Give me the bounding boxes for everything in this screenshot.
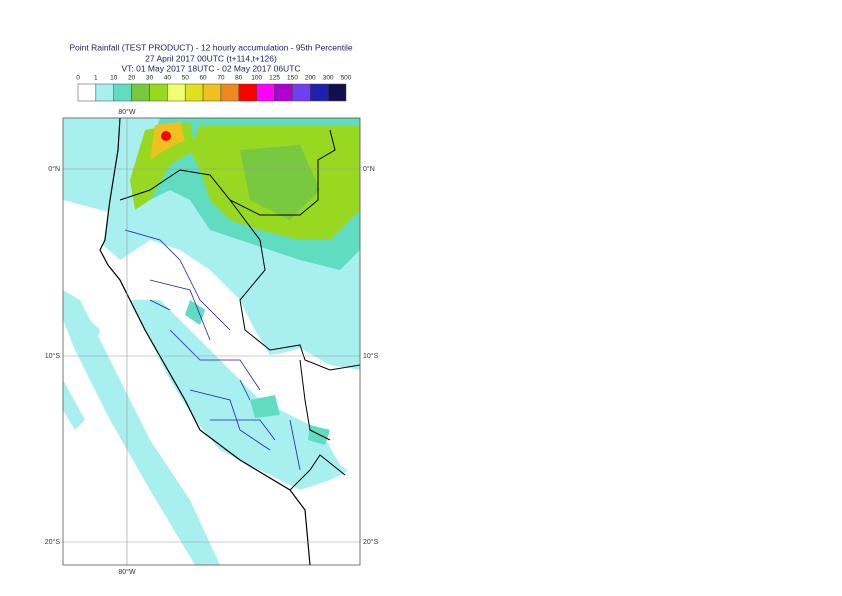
colorbar-box [274, 83, 293, 102]
colorbar-label: 80 [235, 75, 243, 82]
department-border [124, 229, 301, 471]
colorbar-box [256, 83, 275, 102]
rain-area [63, 310, 100, 430]
colorbar-label: 200 [305, 75, 316, 82]
colorbar-box [327, 83, 347, 102]
colorbar-label: 20 [128, 75, 136, 82]
colorbar-box [238, 83, 257, 102]
colorbar-box [292, 83, 311, 102]
colorbar-box [184, 83, 204, 102]
rain-area [63, 290, 220, 565]
colorbar-label: 30 [146, 75, 154, 82]
colorbar-label: 300 [323, 75, 334, 82]
colorbar-label: 100 [251, 75, 262, 82]
colorbar-box [220, 83, 240, 102]
colorbar-label: 50 [182, 75, 190, 82]
lon-label: 80°W [118, 108, 136, 116]
colorbar-box [149, 83, 168, 102]
lat-label: 0°N [48, 165, 60, 173]
colorbar-label: 70 [217, 75, 225, 82]
colorbar-box [113, 83, 132, 102]
run-time: 27 April 2017 00UTC (t+114,t+126) [145, 53, 277, 63]
colorbar-label: 125 [269, 75, 280, 82]
colorbar-box [95, 83, 114, 102]
lon-label: 80°W [118, 568, 136, 576]
colorbar-box [202, 83, 222, 102]
valid-time: VT: 01 May 2017 18UTC - 02 May 2017 06UT… [121, 63, 300, 73]
colorbar-label: 150 [287, 75, 298, 82]
border [119, 129, 360, 491]
rain-area [240, 145, 320, 220]
colorbar-box [310, 83, 329, 102]
lat-label: 10°S [363, 352, 379, 360]
map-border [62, 117, 361, 566]
rain-area [130, 300, 350, 490]
colorbar-label: 0 [76, 75, 80, 82]
colorbar-label: 1 [94, 75, 98, 82]
lat-label: 20°S [363, 538, 379, 546]
lat-label: 0°N [363, 165, 375, 173]
colorbar-label: 60 [199, 75, 207, 82]
rain-area [150, 122, 185, 160]
rain-area [130, 122, 195, 210]
lat-label: 10°S [45, 352, 61, 360]
rain-max [161, 131, 171, 141]
map: 80°W 80°W 0°N 10°S 20°S 0°N 10°S 20°S [45, 108, 379, 576]
title: Point Rainfall (TEST PRODUCT) - 12 hourl… [69, 42, 353, 52]
coastline [99, 118, 311, 565]
colorbar-label: 500 [341, 75, 352, 82]
colorbar-box [77, 83, 97, 102]
colorbar: 0 1 10 20 30 40 50 60 70 80 100 125 150 200 300 500 [76, 75, 352, 102]
colorbar-label: 40 [164, 75, 172, 82]
colorbar-box [131, 83, 150, 102]
lat-label: 20°S [45, 538, 61, 546]
colorbar-label: 10 [110, 75, 118, 82]
colorbar-box [167, 83, 186, 102]
